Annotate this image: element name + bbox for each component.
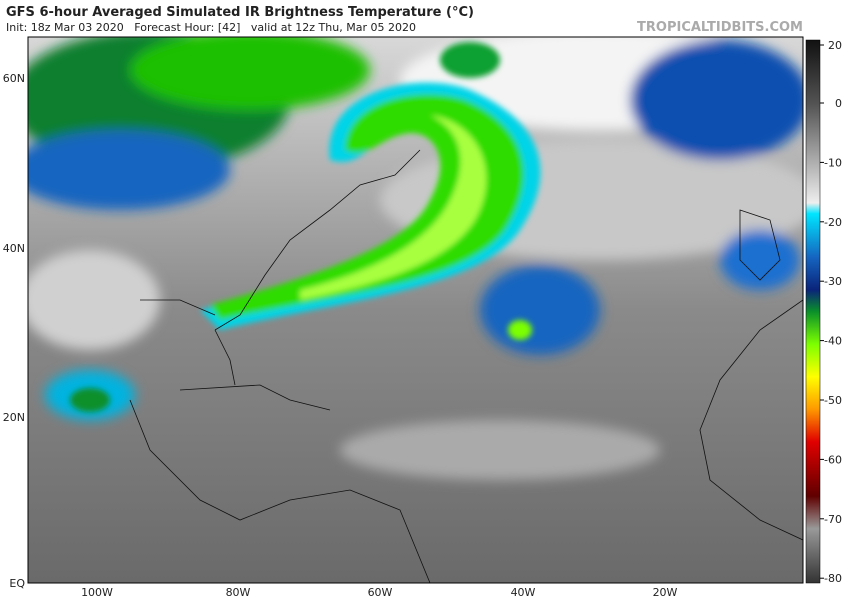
map-frame [27, 36, 804, 584]
colorbar-label: -60 [824, 453, 842, 466]
colorbar-label: -40 [824, 335, 842, 348]
colorbar [805, 39, 821, 584]
lat-label: EQ [9, 577, 25, 590]
lat-label: 40N [3, 242, 25, 255]
colorbar-label: 20 [828, 39, 842, 52]
colorbar-label: -70 [824, 513, 842, 526]
colorbar-label: -10 [824, 156, 842, 169]
colorbar-label: 0 [835, 97, 842, 110]
colorbar-label: -80 [824, 572, 842, 585]
lat-label: 20N [3, 411, 25, 424]
lon-label: 100W [81, 586, 113, 599]
colorbar-label: -20 [824, 216, 842, 229]
colorbar-label: -30 [824, 275, 842, 288]
lon-label: 60W [368, 586, 393, 599]
lon-label: 40W [511, 586, 536, 599]
lon-label: 80W [226, 586, 251, 599]
colorbar-label: -50 [824, 394, 842, 407]
title: GFS 6-hour Averaged Simulated IR Brightn… [6, 5, 474, 20]
lat-label: 60N [3, 72, 25, 85]
brand: TROPICALTIDBITS.COM [637, 20, 803, 35]
lon-label: 20W [653, 586, 678, 599]
satellite-map [28, 37, 803, 583]
subtitle: Init: 18z Mar 03 2020 Forecast Hour: [42… [6, 21, 416, 34]
